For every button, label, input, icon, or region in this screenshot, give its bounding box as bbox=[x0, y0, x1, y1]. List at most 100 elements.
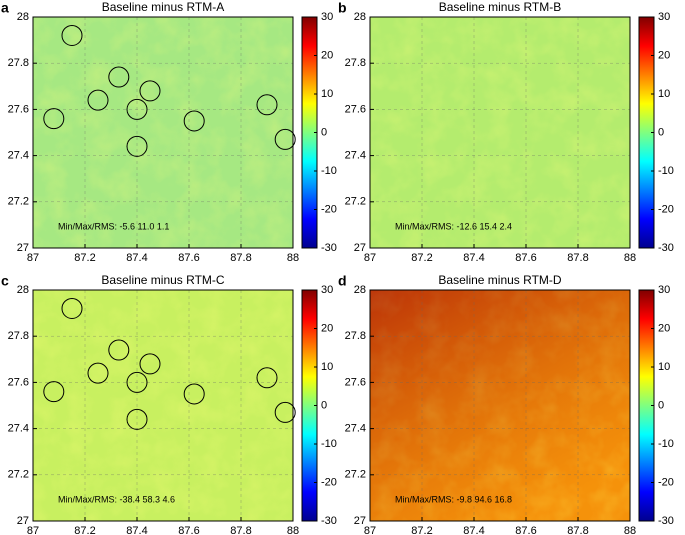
x-tick-label: 88 bbox=[624, 252, 636, 264]
y-tick-label: 28 bbox=[17, 11, 29, 23]
x-tick-label: 87.4 bbox=[463, 525, 484, 535]
panel-label: a bbox=[1, 0, 9, 16]
y-tick-label: 27 bbox=[17, 242, 29, 254]
marker-circle bbox=[43, 108, 65, 130]
colorbar-tick-label: 20 bbox=[658, 322, 670, 334]
colorbar-tick-label: -10 bbox=[658, 165, 674, 177]
colorbar-tick-label: 30 bbox=[658, 11, 670, 23]
colorbar-tick-label: 10 bbox=[658, 361, 670, 373]
colorbar-tick-label: 30 bbox=[658, 284, 670, 296]
x-tick-label: 87.8 bbox=[230, 525, 251, 535]
panel-label: c bbox=[1, 273, 9, 289]
y-tick-label: 27.4 bbox=[8, 150, 29, 162]
y-tick-label: 27.2 bbox=[8, 196, 29, 208]
marker-circle bbox=[126, 371, 148, 393]
colorbar-tick-label: 0 bbox=[321, 126, 327, 138]
colorbar-tick-label: 10 bbox=[658, 88, 670, 100]
y-tick-label: 27 bbox=[354, 242, 366, 254]
y-tick-label: 27.6 bbox=[8, 103, 29, 115]
stats-annotation: Min/Max/RMS: -5.6 11.0 1.1 bbox=[58, 221, 169, 231]
colorbar-tick-label: -30 bbox=[321, 515, 337, 527]
panel-title: Baseline minus RTM-C bbox=[101, 273, 224, 287]
y-tick-label: 27 bbox=[354, 515, 366, 527]
colorbar-tick-label: 0 bbox=[658, 399, 664, 411]
colorbar-tick-label: -20 bbox=[321, 203, 337, 215]
y-tick-label: 27.8 bbox=[8, 330, 29, 342]
x-tick-label: 87.4 bbox=[126, 525, 147, 535]
y-tick-label: 28 bbox=[17, 284, 29, 296]
marker-circle bbox=[126, 135, 148, 157]
y-tick-label: 27.4 bbox=[345, 423, 366, 435]
marker-circle bbox=[274, 128, 296, 150]
x-tick-label: 87.2 bbox=[74, 252, 95, 264]
marker-circle bbox=[61, 24, 83, 46]
plot-frame bbox=[369, 16, 631, 249]
marker-circle bbox=[61, 297, 83, 319]
y-tick-label: 27.2 bbox=[345, 196, 366, 208]
colorbar-tick-label: 0 bbox=[658, 126, 664, 138]
x-tick-label: 87 bbox=[27, 252, 39, 264]
x-tick-label: 87.8 bbox=[567, 525, 588, 535]
colorbar-tick-label: -30 bbox=[321, 242, 337, 254]
marker-circle bbox=[183, 110, 205, 132]
marker-circle bbox=[256, 94, 278, 116]
colorbar-tick-label: 30 bbox=[321, 11, 333, 23]
x-tick-label: 87 bbox=[364, 252, 376, 264]
plot-frame bbox=[369, 289, 631, 522]
marker-circle bbox=[183, 383, 205, 405]
panel-label: d bbox=[338, 273, 347, 289]
panel-label: b bbox=[338, 0, 347, 16]
y-tick-label: 27.2 bbox=[345, 469, 366, 481]
colorbar-tick-label: 20 bbox=[321, 49, 333, 61]
colorbar-tick-label: 30 bbox=[321, 284, 333, 296]
x-tick-label: 87.8 bbox=[567, 252, 588, 264]
y-tick-label: 27.4 bbox=[8, 423, 29, 435]
marker-circle bbox=[108, 339, 130, 361]
panel-title: Baseline minus RTM-A bbox=[102, 0, 224, 14]
colorbar-tick-label: -20 bbox=[321, 476, 337, 488]
x-tick-label: 87.8 bbox=[230, 252, 251, 264]
x-tick-label: 87 bbox=[27, 525, 39, 535]
marker-circle bbox=[139, 353, 161, 375]
colorbar-tick-label: 20 bbox=[658, 49, 670, 61]
x-tick-label: 87.4 bbox=[126, 252, 147, 264]
x-tick-label: 87.6 bbox=[178, 525, 199, 535]
stats-annotation: Min/Max/RMS: -38.4 58.3 4.6 bbox=[58, 494, 175, 504]
y-tick-label: 27.8 bbox=[345, 57, 366, 69]
y-tick-label: 27.8 bbox=[345, 330, 366, 342]
x-tick-label: 87.2 bbox=[411, 525, 432, 535]
colorbar-tick-label: 0 bbox=[321, 399, 327, 411]
y-tick-label: 27.8 bbox=[8, 57, 29, 69]
x-tick-label: 87.2 bbox=[411, 252, 432, 264]
y-tick-label: 27.6 bbox=[8, 376, 29, 388]
y-tick-label: 28 bbox=[354, 11, 366, 23]
colorbar-tick-label: -20 bbox=[658, 203, 674, 215]
heatmap-texture bbox=[33, 290, 293, 521]
x-tick-label: 87.6 bbox=[515, 252, 536, 264]
y-tick-label: 28 bbox=[354, 284, 366, 296]
colorbar-tick-label: -30 bbox=[658, 242, 674, 254]
x-tick-label: 87 bbox=[364, 525, 376, 535]
x-tick-label: 88 bbox=[624, 525, 636, 535]
marker-circle bbox=[274, 401, 296, 423]
y-tick-label: 27.6 bbox=[345, 103, 366, 115]
colorbar-tick-label: -10 bbox=[658, 438, 674, 450]
marker-circle bbox=[87, 89, 109, 111]
panel-title: Baseline minus RTM-D bbox=[438, 273, 561, 287]
stats-annotation: Min/Max/RMS: -12.6 15.4 2.4 bbox=[395, 221, 512, 231]
colorbar-tick-label: -10 bbox=[321, 438, 337, 450]
y-tick-label: 27 bbox=[17, 515, 29, 527]
x-tick-label: 87.6 bbox=[515, 525, 536, 535]
y-tick-label: 27.6 bbox=[345, 376, 366, 388]
colorbar-tick-label: -10 bbox=[321, 165, 337, 177]
colorbar-tick-label: -20 bbox=[658, 476, 674, 488]
stats-annotation: Min/Max/RMS: -9.8 94.6 16.8 bbox=[395, 494, 512, 504]
x-tick-label: 87.6 bbox=[178, 252, 199, 264]
heatmap-texture bbox=[370, 17, 630, 248]
colorbar-tick-label: -30 bbox=[658, 515, 674, 527]
marker-circle bbox=[126, 408, 148, 430]
marker-circle bbox=[139, 80, 161, 102]
colorbar-tick-label: 10 bbox=[321, 361, 333, 373]
colorbar-tick-label: 10 bbox=[321, 88, 333, 100]
